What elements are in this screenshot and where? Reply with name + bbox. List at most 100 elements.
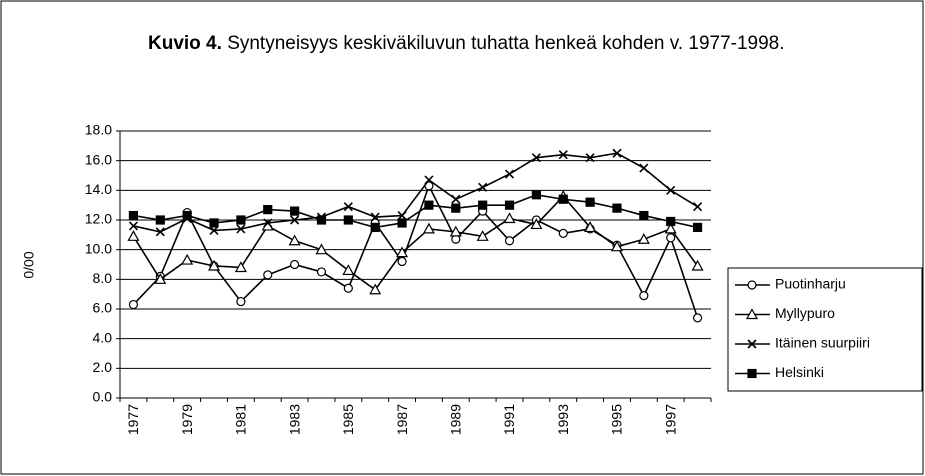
x-tick-label: 1991: [501, 404, 517, 435]
marker: [127, 230, 140, 241]
marker: [397, 256, 407, 267]
marker: [236, 224, 246, 234]
marker: [585, 153, 595, 163]
marker: [637, 233, 650, 244]
x-tick-label: 1997: [662, 404, 678, 435]
marker: [666, 233, 676, 243]
marker: [451, 194, 461, 204]
marker: [234, 261, 247, 273]
marker: [747, 280, 757, 290]
marker: [504, 200, 515, 210]
marker: [290, 206, 300, 216]
marker: [343, 215, 353, 225]
marker: [558, 228, 568, 238]
legend-label: Puotinharju: [775, 276, 846, 292]
marker: [504, 169, 515, 179]
marker: [182, 210, 192, 221]
marker: [288, 234, 301, 246]
marker: [530, 218, 543, 230]
y-tick-label: 8.0: [93, 270, 113, 286]
marker: [693, 202, 703, 212]
x-tick-label: 1993: [555, 404, 571, 435]
x-tick-label: 1987: [394, 404, 410, 435]
marker: [396, 246, 409, 258]
marker: [639, 210, 649, 221]
marker: [236, 215, 246, 225]
y-tick-label: 0.0: [93, 389, 113, 405]
marker: [449, 225, 462, 237]
marker: [531, 190, 541, 200]
legend-label: Myllypuro: [775, 305, 835, 321]
marker: [236, 296, 246, 307]
marker: [342, 264, 355, 276]
marker: [558, 150, 568, 160]
marker: [181, 253, 194, 265]
y-tick-label: 2.0: [93, 359, 113, 375]
series-line: [132, 195, 699, 291]
marker: [478, 182, 488, 192]
x-tick-label: 1989: [447, 404, 463, 435]
marker: [745, 308, 759, 320]
marker: [370, 212, 380, 222]
marker: [154, 273, 167, 284]
marker: [128, 210, 139, 221]
marker: [558, 194, 568, 204]
marker: [692, 222, 703, 233]
marker: [664, 222, 677, 234]
marker: [666, 216, 676, 227]
marker: [397, 210, 407, 221]
marker: [478, 200, 488, 210]
marker: [155, 215, 165, 225]
marker: [422, 222, 435, 234]
marker: [612, 203, 622, 213]
y-tick-label: 18.0: [85, 122, 112, 138]
marker: [610, 240, 623, 252]
x-tick-label: 1981: [233, 404, 249, 435]
x-tick-label: 1985: [340, 404, 356, 435]
marker: [666, 185, 676, 195]
marker: [531, 153, 541, 163]
marker: [343, 283, 353, 293]
marker: [451, 234, 461, 244]
y-tick-label: 12.0: [85, 211, 112, 227]
marker: [128, 299, 139, 310]
marker: [504, 236, 515, 246]
marker: [476, 230, 489, 241]
y-tick-label: 14.0: [85, 181, 112, 197]
marker: [263, 218, 273, 228]
y-tick-label: 10.0: [85, 240, 112, 256]
y-tick-label: 16.0: [85, 151, 112, 167]
marker: [290, 215, 300, 225]
legend-label: Helsinki: [775, 364, 824, 380]
title-text: Syntyneisyys keskiväkiluvun tuhatta henk…: [227, 33, 785, 54]
marker: [316, 215, 327, 225]
title-prefix: Kuvio 4.: [148, 33, 222, 54]
marker: [585, 197, 595, 207]
x-tick-label: 1995: [609, 404, 625, 435]
marker: [208, 259, 221, 271]
marker: [691, 259, 704, 271]
marker: [747, 339, 757, 349]
chart-title: Kuvio 4. Syntyneisyys keskiväkiluvun tuh…: [148, 31, 848, 56]
marker: [209, 218, 219, 228]
marker: [128, 221, 138, 231]
y-tick-label: 6.0: [93, 300, 113, 316]
x-tick-label: 1979: [179, 404, 195, 435]
series-line: [133, 152, 698, 233]
legend-box: [727, 267, 923, 392]
marker: [639, 163, 649, 173]
marker: [692, 313, 703, 323]
y-tick-label: 4.0: [93, 329, 113, 345]
x-tick-label: 1983: [286, 404, 302, 435]
marker: [316, 267, 327, 277]
marker: [397, 218, 407, 228]
marker: [263, 270, 273, 280]
marker: [612, 148, 622, 158]
marker: [369, 283, 382, 295]
marker: [639, 291, 649, 301]
marker: [370, 222, 380, 233]
marker: [424, 200, 434, 210]
